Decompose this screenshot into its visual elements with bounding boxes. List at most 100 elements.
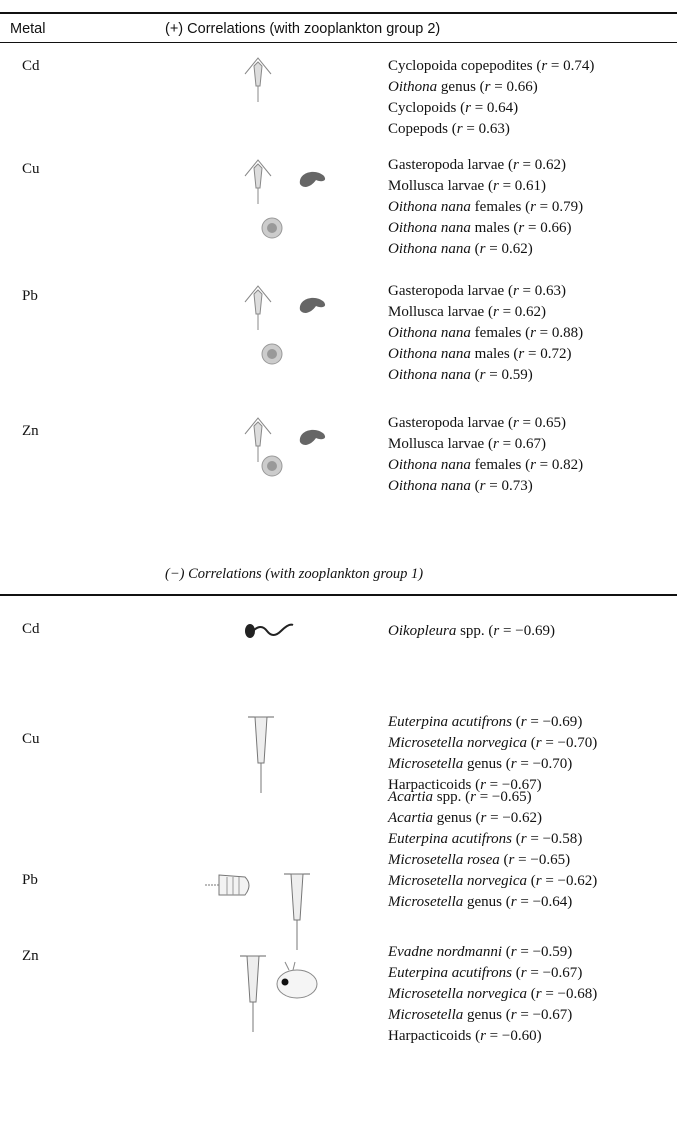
correlation-value: −0.69 (543, 714, 578, 730)
taxon-entry: Gasteropoda larvae (r = 0.62) (388, 155, 583, 176)
stat-eq: = (486, 810, 502, 826)
taxon-entry: Euterpina acutifrons (r = −0.67) (388, 963, 597, 984)
harpacticoid-icon (284, 874, 310, 950)
metal-header: Metal (10, 21, 45, 37)
taxon-name: Oithona nana (388, 325, 471, 341)
taxon-entry: Oithona nana females (r = 0.88) (388, 323, 583, 344)
taxon-name: Microsetella norvegica (388, 735, 527, 751)
stat-close: ) (537, 1028, 542, 1044)
stat-close: ) (578, 199, 583, 215)
stat-close: ) (567, 894, 572, 910)
stat-close: ) (550, 623, 555, 639)
snail-icon (300, 172, 325, 187)
stat-close: ) (561, 415, 566, 431)
copepod-icon (245, 418, 271, 462)
stat-close: ) (592, 986, 597, 1002)
taxon-name: Evadne nordmanni (388, 944, 502, 960)
taxon-entry: Oithona nana females (r = 0.79) (388, 197, 583, 218)
stat-close: ) (577, 714, 582, 730)
stat-eq: = (547, 58, 563, 74)
taxon-qualifier: males (475, 346, 510, 362)
correlation-value: −0.65 (530, 852, 565, 868)
stat-eq: = (519, 283, 535, 299)
taxon-entry: Mollusca larvae (r = 0.61) (388, 176, 583, 197)
taxa-list: Gasteropoda larvae (r = 0.62)Mollusca la… (388, 155, 583, 260)
taxon-name: Microsetella (388, 1007, 463, 1023)
stat-eq: = (527, 831, 543, 847)
taxon-name: Mollusca larvae (388, 304, 484, 320)
taxon-entry: Gasteropoda larvae (r = 0.65) (388, 413, 583, 434)
stat-close: ) (578, 457, 583, 473)
taxon-name: Gasteropoda larvae (388, 157, 504, 173)
snail-icon (300, 430, 325, 445)
copepod-icon (245, 58, 271, 102)
stat-eq: = (542, 735, 558, 751)
stat-close: ) (561, 157, 566, 173)
taxon-name: Oithona nana (388, 199, 471, 215)
stat-close: ) (567, 944, 572, 960)
snail-icon (300, 298, 325, 313)
stat-eq: = (527, 965, 543, 981)
stat-close: ) (589, 58, 594, 74)
correlation-value: 0.63 (479, 121, 505, 137)
taxon-qualifier: spp. (437, 789, 462, 805)
taxon-entry: Mollusca larvae (r = 0.62) (388, 302, 583, 323)
taxon-name: Microsetella (388, 756, 463, 772)
taxon-name: Euterpina acutifrons (388, 831, 512, 847)
correlation-value: −0.67 (533, 1007, 568, 1023)
stat-eq: = (491, 79, 507, 95)
taxon-entry: Microsetella genus (r = −0.70) (388, 754, 597, 775)
taxon-qualifier: males (475, 220, 510, 236)
taxon-entry: Acartia spp. (r = −0.65) (388, 787, 597, 808)
taxon-name: Oithona nana (388, 478, 471, 494)
taxa-list: Oikopleura spp. (r = −0.69) (388, 621, 555, 642)
taxon-entry: Copepods (r = 0.63) (388, 119, 594, 140)
taxon-entry: Evadne nordmanni (r = −0.59) (388, 942, 597, 963)
taxon-name: Mollusca larvae (388, 178, 484, 194)
stat-eq: = (517, 1007, 533, 1023)
taxon-name: Oikopleura (388, 623, 456, 639)
correlation-value: 0.79 (552, 199, 578, 215)
correlation-value: 0.63 (535, 283, 561, 299)
taxon-entry: Mollusca larvae (r = 0.67) (388, 434, 583, 455)
stat-eq: = (536, 325, 552, 341)
stat-eq: = (486, 1028, 502, 1044)
correlation-value: −0.59 (533, 944, 568, 960)
stat-eq: = (471, 100, 487, 116)
taxon-name: Oithona nana (388, 367, 471, 383)
correlation-value: 0.66 (506, 79, 532, 95)
correlation-value: 0.65 (535, 415, 561, 431)
taxon-name: Harpacticoids (388, 1028, 471, 1044)
correlation-value: −0.68 (558, 986, 593, 1002)
taxon-name: Euterpina acutifrons (388, 714, 512, 730)
taxon-entry: Oithona nana (r = 0.62) (388, 239, 583, 260)
taxon-entry: Microsetella norvegica (r = −0.68) (388, 984, 597, 1005)
correlation-value: −0.65 (492, 789, 527, 805)
stat-close: ) (565, 852, 570, 868)
taxon-entry: Oithona nana males (r = 0.72) (388, 344, 583, 365)
taxon-qualifier: genus (467, 756, 502, 772)
stat-close: ) (528, 367, 533, 383)
correlation-value: −0.62 (502, 810, 537, 826)
correlation-value: 0.73 (501, 478, 527, 494)
stat-close: ) (592, 873, 597, 889)
stat-close: ) (528, 241, 533, 257)
metal-label: Cu (22, 731, 40, 748)
taxa-list: Gasteropoda larvae (r = 0.65)Mollusca la… (388, 413, 583, 497)
metal-label: Pb (22, 872, 38, 889)
correlation-value: −0.70 (558, 735, 593, 751)
stat-eq: = (524, 346, 540, 362)
copepod-side-icon (205, 875, 249, 895)
stat-eq: = (499, 304, 515, 320)
stat-close: ) (528, 478, 533, 494)
stat-close: ) (561, 283, 566, 299)
taxon-entry: Cyclopoida copepodites (r = 0.74) (388, 56, 594, 77)
stat-close: ) (537, 810, 542, 826)
taxon-name: Euterpina acutifrons (388, 965, 512, 981)
larva-icon (262, 456, 282, 476)
taxon-name: Oithona (388, 79, 437, 95)
taxon-entry: Microsetella genus (r = −0.64) (388, 892, 597, 913)
taxon-entry: Harpacticoids (r = −0.60) (388, 1026, 597, 1047)
stat-close: ) (513, 100, 518, 116)
stat-eq: = (499, 436, 515, 452)
